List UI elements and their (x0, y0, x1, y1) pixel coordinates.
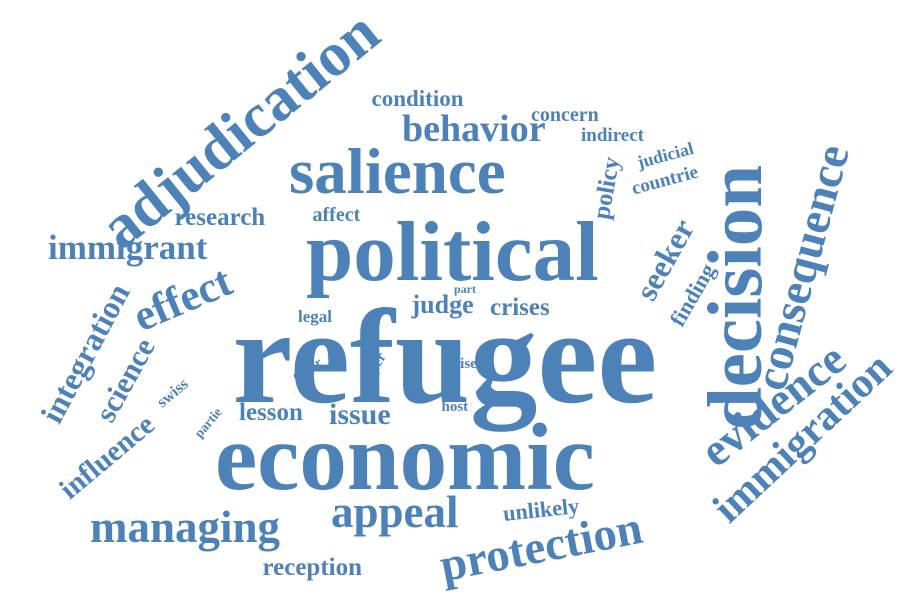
word-lesson: lesson (239, 399, 303, 426)
word-crises: crises (490, 294, 550, 321)
word-affect: affect (312, 204, 361, 226)
word-condition: condition (371, 86, 464, 111)
word-immigrant: immigrant (48, 228, 208, 267)
word-appeal: appeal (331, 487, 459, 537)
word-effect: effect (125, 257, 239, 342)
word-rise: rise (453, 356, 477, 372)
word-political: political (306, 205, 599, 299)
word-research: research (174, 204, 266, 231)
word-indirect: indirect (581, 125, 644, 146)
word-legal: legal (298, 307, 332, 326)
word-salience: salience (289, 136, 506, 208)
word-policy: policy (587, 154, 626, 221)
word-economic: economic (215, 404, 595, 510)
word-behavior: behavior (402, 108, 546, 150)
word-part: part (454, 282, 476, 296)
word-concern: concern (531, 104, 599, 126)
word-host: host (441, 399, 469, 415)
word-issue: issue (329, 398, 391, 431)
word-influence: influence (53, 408, 161, 506)
word-refugee: refugee (232, 283, 658, 432)
word-judge: judge (411, 290, 474, 319)
word-swiss: swiss (153, 374, 192, 411)
word-reception: reception (262, 554, 363, 581)
word-managing: managing (90, 502, 281, 552)
